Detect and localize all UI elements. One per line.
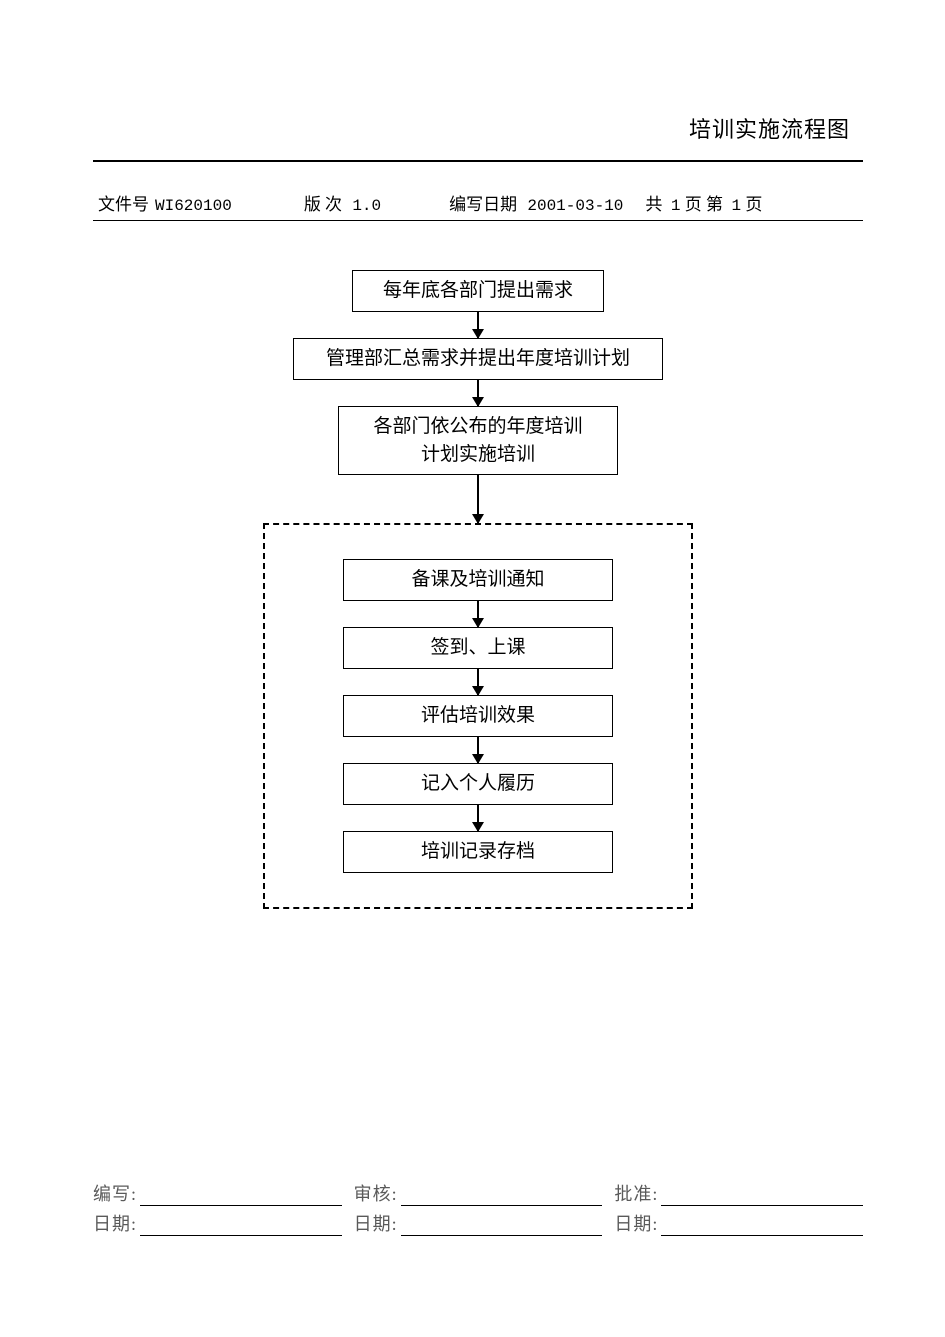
signature-line	[140, 1186, 342, 1206]
signature-line	[140, 1216, 342, 1236]
flow-node: 签到、上课	[343, 627, 613, 669]
page-suffix: 页	[745, 190, 762, 215]
signature-block: 编写: 审核: 批准: 日期: 日期: 日期:	[93, 1180, 863, 1236]
signature-cell: 日期:	[93, 1210, 354, 1236]
mid-rule	[93, 220, 863, 221]
signature-line	[401, 1216, 603, 1236]
arrow-icon	[477, 475, 479, 523]
version-value: 1.0	[352, 197, 381, 215]
signature-line	[661, 1186, 863, 1206]
sig-label-review: 审核:	[354, 1180, 398, 1206]
total-pages: 1	[671, 197, 681, 215]
date-value: 2001-03-10	[527, 197, 623, 215]
signature-cell: 日期:	[614, 1210, 863, 1236]
signature-line	[661, 1216, 863, 1236]
flowchart: 每年底各部门提出需求 管理部汇总需求并提出年度培训计划 各部门依公布的年度培训 …	[93, 270, 863, 909]
arrow-icon	[477, 380, 479, 406]
version-label: 版 次	[304, 190, 342, 215]
sig-label-date: 日期:	[93, 1210, 137, 1236]
flow-node: 每年底各部门提出需求	[352, 270, 604, 312]
dashed-group: 备课及培训通知 签到、上课 评估培训效果 记入个人履历 培训记录存档	[263, 523, 693, 909]
flow-node: 培训记录存档	[343, 831, 613, 873]
signature-row: 编写: 审核: 批准:	[93, 1180, 863, 1206]
file-no-value: WI620100	[155, 197, 232, 215]
arrow-icon	[477, 805, 479, 831]
sig-label-author: 编写:	[93, 1180, 137, 1206]
flow-node: 管理部汇总需求并提出年度培训计划	[293, 338, 663, 380]
signature-cell: 批准:	[614, 1180, 863, 1206]
file-no-label: 文件号	[98, 190, 149, 215]
page-title: 培训实施流程图	[689, 112, 850, 144]
sig-label-date: 日期:	[354, 1210, 398, 1236]
sig-label-approve: 批准:	[614, 1180, 658, 1206]
current-page: 1	[732, 197, 742, 215]
date-label: 编写日期	[449, 190, 517, 215]
signature-row: 日期: 日期: 日期:	[93, 1210, 863, 1236]
sig-label-date: 日期:	[614, 1210, 658, 1236]
arrow-icon	[477, 669, 479, 695]
signature-cell: 审核:	[354, 1180, 615, 1206]
top-rule	[93, 160, 863, 162]
flow-node: 各部门依公布的年度培训 计划实施培训	[338, 406, 618, 475]
page-mid: 页 第	[685, 190, 723, 215]
flow-node: 记入个人履历	[343, 763, 613, 805]
flow-node: 备课及培训通知	[343, 559, 613, 601]
arrow-icon	[477, 601, 479, 627]
signature-cell: 编写:	[93, 1180, 354, 1206]
signature-line	[401, 1186, 603, 1206]
arrow-icon	[477, 737, 479, 763]
signature-cell: 日期:	[354, 1210, 615, 1236]
page-prefix: 共	[645, 190, 662, 215]
meta-row: 文件号 WI620100 版 次 1.0 编写日期 2001-03-10 共 1…	[98, 190, 858, 215]
arrow-icon	[477, 312, 479, 338]
flow-node: 评估培训效果	[343, 695, 613, 737]
